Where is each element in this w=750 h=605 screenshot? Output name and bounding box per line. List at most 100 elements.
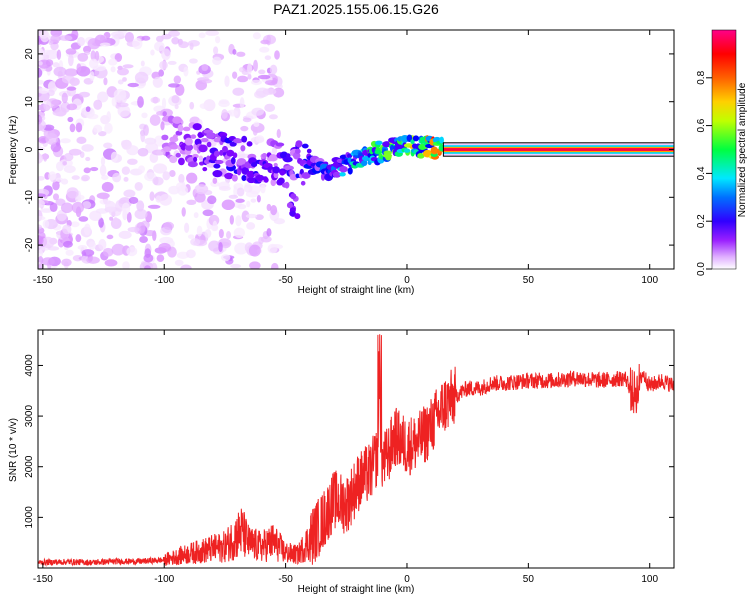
spectrogram-noise-blob bbox=[71, 30, 79, 40]
spectrogram-noise-blob bbox=[109, 216, 114, 221]
spectrogram-signal-blob bbox=[246, 141, 253, 147]
spectrogram-noise-blob bbox=[167, 60, 177, 65]
spectrogram-noise-blob bbox=[255, 214, 264, 221]
spectrogram-noise-blob bbox=[60, 138, 71, 144]
spectrogram-noise-blob bbox=[253, 59, 258, 72]
figure-title: PAZ1.2025.155.06.15.G26 bbox=[273, 1, 439, 17]
spectrogram-noise-blob bbox=[99, 164, 107, 177]
spectrogram-noise-blob bbox=[113, 88, 127, 101]
spectrogram-noise-blob bbox=[178, 173, 185, 184]
spectrogram-noise-blob bbox=[262, 88, 277, 95]
spectrogram-signal-blob bbox=[339, 165, 348, 173]
spectrogram-noise-blob bbox=[67, 116, 74, 123]
spectrogram-noise-blob bbox=[250, 198, 257, 203]
spectrogram-noise-blob bbox=[111, 243, 126, 256]
spectrogram-noise-blob bbox=[159, 194, 173, 206]
spectrogram-noise-blob bbox=[93, 124, 103, 133]
spectrogram-signal-blob bbox=[277, 177, 285, 185]
spectrogram-noise-blob bbox=[257, 74, 271, 80]
x-tick-label: 100 bbox=[641, 275, 658, 286]
spectrogram-noise-blob bbox=[82, 201, 92, 209]
spectrogram-noise-blob bbox=[56, 209, 67, 222]
spectrogram-noise-blob bbox=[98, 130, 107, 137]
spectrogram-noise-blob bbox=[42, 219, 50, 229]
spectrogram-signal-blob bbox=[255, 174, 265, 182]
spectrogram-noise-blob bbox=[258, 69, 266, 75]
spectrogram-noise-blob bbox=[152, 176, 164, 186]
spectrogram-signal-blob bbox=[240, 145, 246, 152]
spectrogram-noise-blob bbox=[149, 191, 155, 201]
spectrogram-noise-blob bbox=[55, 177, 64, 183]
spectrogram-noise-blob bbox=[43, 153, 48, 162]
spectrogram-noise-blob bbox=[127, 158, 138, 165]
spectrogram-noise-blob bbox=[201, 63, 209, 72]
snr-y-label: SNR (10 * v/v) bbox=[8, 418, 19, 482]
spectrogram-noise-blob bbox=[233, 186, 238, 198]
spectrogram-noise-blob bbox=[77, 36, 86, 47]
spectrogram-noise-blob bbox=[86, 113, 99, 120]
spectrogram-noise-blob bbox=[224, 75, 230, 88]
spectrogram-signal-blob bbox=[224, 172, 234, 180]
spectrogram-noise-blob bbox=[213, 46, 219, 55]
spectrogram-noise-blob bbox=[50, 34, 61, 43]
spectrogram-noise-blob bbox=[235, 215, 242, 227]
spectrogram-noise-blob bbox=[123, 189, 136, 198]
spectrogram-noise-blob bbox=[161, 33, 172, 40]
x-tick-label: -150 bbox=[33, 275, 53, 286]
spectrogram-noise-blob bbox=[85, 156, 91, 162]
spectrogram-noise-blob bbox=[218, 228, 224, 239]
spectrogram-noise-blob bbox=[190, 238, 201, 246]
spectrogram-noise-blob bbox=[186, 249, 196, 259]
spectrogram-noise-blob bbox=[236, 187, 245, 197]
spectrogram-signal-blob bbox=[222, 145, 228, 153]
x-tick-label: -50 bbox=[278, 574, 293, 585]
spectrogram-noise-blob bbox=[38, 199, 45, 208]
spectrogram-signal-blob bbox=[294, 213, 301, 220]
spectrogram-noise-blob bbox=[242, 117, 252, 123]
spectrogram-noise-blob bbox=[77, 52, 89, 62]
spectrogram-noise-blob bbox=[141, 35, 151, 41]
spectrogram-noise-blob bbox=[106, 111, 112, 123]
spectrogram-noise-blob bbox=[218, 185, 231, 191]
spectrogram-noise-blob bbox=[245, 213, 258, 219]
spectrogram-noise-blob bbox=[270, 204, 278, 216]
spectrogram-signal-blob bbox=[375, 140, 383, 145]
spectrogram-noise-blob bbox=[111, 96, 117, 107]
spectrogram-noise-blob bbox=[89, 71, 95, 82]
spectrogram-signal-blob bbox=[417, 153, 425, 159]
spectrogram-noise-blob bbox=[38, 87, 49, 94]
spectrogram-noise-blob bbox=[38, 215, 46, 221]
spectrogram-noise-blob bbox=[201, 79, 213, 84]
spectrogram-signal-blob bbox=[193, 156, 198, 162]
spectrogram-signal-blob bbox=[169, 155, 178, 164]
spectrogram-noise-blob bbox=[132, 38, 143, 50]
spectrogram-noise-blob bbox=[158, 242, 171, 253]
spectrogram-signal-blob bbox=[301, 143, 309, 149]
spectrogram-noise-blob bbox=[114, 53, 123, 62]
spectrogram-noise-blob bbox=[228, 194, 239, 199]
colorbar-label: Normalized spectral amplitude bbox=[737, 82, 748, 217]
spectrogram-noise-blob bbox=[81, 174, 90, 182]
spectrogram-signal-blob bbox=[279, 170, 285, 176]
spectrogram-signal-blob bbox=[172, 116, 182, 124]
spectrogram-noise-blob bbox=[255, 135, 265, 143]
spectrogram-noise-blob bbox=[149, 114, 161, 126]
spectrogram-signal-blob bbox=[162, 146, 172, 153]
spectrogram-noise-blob bbox=[65, 249, 74, 256]
spectrogram-noise-blob bbox=[189, 58, 198, 64]
spectrogram-noise-blob bbox=[147, 204, 161, 209]
spectrogram-noise-blob bbox=[198, 155, 204, 161]
spectrogram-noise-blob bbox=[120, 140, 127, 147]
spectrogram-signal-blob bbox=[268, 154, 278, 162]
spectrogram-noise-blob bbox=[100, 156, 106, 166]
spectrogram-noise-blob bbox=[108, 58, 118, 66]
spectrogram-noise-blob bbox=[104, 122, 113, 134]
snr-x-label: Height of straight line (km) bbox=[298, 584, 415, 595]
spectrogram-noise-blob bbox=[241, 210, 250, 223]
spectrogram-noise-blob bbox=[102, 247, 114, 257]
spectrogram-noise-blob bbox=[183, 66, 189, 77]
spectrogram-noise-blob bbox=[264, 79, 278, 86]
spectrogram-noise-blob bbox=[276, 128, 281, 139]
spectrogram-signal-blob bbox=[230, 157, 236, 165]
